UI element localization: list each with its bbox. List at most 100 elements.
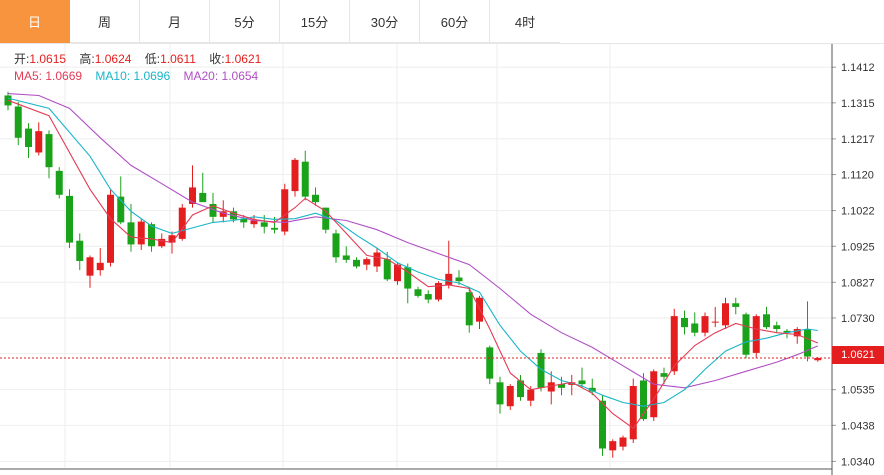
open-value: 1.0615 <box>29 52 67 66</box>
y-tick-label: 1.1412 <box>841 62 875 74</box>
candle-body <box>66 195 73 243</box>
candle-body <box>691 323 699 333</box>
tab-30min[interactable]: 30分 <box>350 0 420 43</box>
candle-body <box>486 347 494 379</box>
candle-body <box>45 134 53 168</box>
candle-body <box>322 207 330 230</box>
y-tick-label: 1.0827 <box>841 277 875 289</box>
tab-day[interactable]: 日 <box>0 0 70 43</box>
ma5-line <box>7 99 819 430</box>
candle-body <box>527 389 535 401</box>
timeframe-tabs: 日 周 月 5分 15分 30分 60分 4时 <box>0 0 560 44</box>
candle-body <box>199 192 207 203</box>
ma10-line <box>7 97 818 407</box>
y-tick-label: 1.0535 <box>841 385 875 397</box>
open-label: 开: <box>14 52 30 66</box>
candle-body <box>578 380 586 385</box>
candle-body <box>271 227 278 230</box>
low-label: 低: <box>144 52 161 66</box>
tab-4hour[interactable]: 4时 <box>490 0 560 43</box>
candle-body <box>414 289 422 296</box>
candle-body <box>312 194 319 203</box>
candle-body <box>260 222 268 227</box>
candle-body <box>701 316 709 333</box>
ma5-label: MA5: <box>14 69 43 83</box>
candle-body <box>86 257 94 276</box>
candle-body <box>804 328 811 357</box>
candle-body <box>722 303 729 326</box>
candle-body <box>506 385 514 407</box>
candle-body <box>547 382 555 392</box>
candle-body <box>25 128 32 147</box>
tab-5min[interactable]: 5分 <box>210 0 280 43</box>
candle-body <box>35 131 43 153</box>
candle-body <box>250 220 258 225</box>
candle-body <box>168 235 176 243</box>
candle-body <box>219 211 227 217</box>
candle-body <box>496 382 504 405</box>
close-value: 1.0621 <box>224 52 262 66</box>
ohlc-readout: 开:1.0615 高:1.0624 低:1.0611 收:1.0621 <box>14 50 261 67</box>
candle-body <box>465 292 473 326</box>
candle-body <box>660 373 668 377</box>
y-tick-label: 1.1217 <box>841 134 875 146</box>
candle-body <box>609 441 617 451</box>
low-value: 1.0611 <box>160 52 196 66</box>
candle-body <box>640 380 647 420</box>
candle-body <box>629 385 637 440</box>
candle-body <box>342 255 350 260</box>
high-value: 1.0624 <box>94 52 132 66</box>
y-tick-label: 1.0925 <box>841 241 875 253</box>
candle-body <box>117 196 125 223</box>
ma10-value: 1.0696 <box>133 69 171 83</box>
candle-body <box>445 273 453 285</box>
candle-body <box>373 252 381 267</box>
candle-body <box>96 262 104 271</box>
candle-body <box>814 358 822 361</box>
tab-15min[interactable]: 15分 <box>280 0 350 43</box>
ma10-label: MA10: <box>95 69 131 83</box>
high-label: 高: <box>79 52 95 66</box>
tab-week[interactable]: 周 <box>70 0 140 43</box>
y-tick-label: 1.1120 <box>841 170 874 182</box>
candle-body <box>517 380 524 398</box>
y-tick-label: 1.0340 <box>841 456 875 468</box>
candle-body <box>650 371 658 418</box>
candle-body <box>353 259 360 267</box>
candle-body <box>404 267 412 289</box>
candle-body <box>773 325 781 329</box>
candle-body <box>783 330 791 333</box>
candlestick-chart[interactable]: 1.1412 1.1315 1.1217 1.1120 1.1022 1.0925 1.08… <box>0 44 884 475</box>
candle-body <box>209 203 217 217</box>
y-tick-label: 1.1022 <box>841 206 875 218</box>
candle-body <box>793 328 801 337</box>
candle-body <box>148 224 155 247</box>
candle-body <box>76 240 84 261</box>
candle-body <box>281 189 289 232</box>
candle-body <box>588 387 596 392</box>
candle-body <box>291 159 299 192</box>
candle-body <box>394 264 401 282</box>
ma-readout: MA5: 1.0669 MA10: 1.0696 MA20: 1.0654 <box>14 69 258 83</box>
candle-body <box>670 316 678 372</box>
tabs-divider <box>0 43 884 44</box>
tab-month[interactable]: 月 <box>140 0 210 43</box>
candle-body <box>732 303 740 307</box>
current-price-tag: 1.0621 <box>832 346 884 364</box>
y-tick-label: 1.1315 <box>841 98 875 110</box>
candle-body <box>711 321 719 323</box>
candle-body <box>435 283 442 300</box>
candle-body <box>742 314 750 355</box>
candle-body <box>189 187 196 204</box>
tab-60min[interactable]: 60分 <box>420 0 490 43</box>
candle-body <box>455 277 463 282</box>
candle-body <box>599 400 606 449</box>
candle-body <box>363 259 371 265</box>
candle-body <box>558 384 565 388</box>
candle-body <box>681 317 688 328</box>
candle-body <box>240 218 248 223</box>
candle-body <box>127 222 135 245</box>
candle-body <box>752 316 760 353</box>
candle-body <box>619 437 627 447</box>
candle-body <box>55 170 63 195</box>
